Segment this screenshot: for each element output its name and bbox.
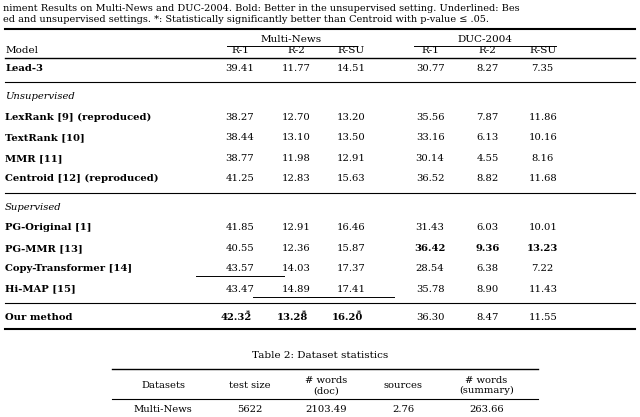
Text: (doc): (doc): [314, 386, 339, 395]
Text: 41.25: 41.25: [225, 174, 255, 183]
Text: 12.91: 12.91: [282, 224, 311, 232]
Text: 8.16: 8.16: [532, 154, 554, 163]
Text: 16.46: 16.46: [337, 224, 365, 232]
Text: 14.51: 14.51: [336, 64, 365, 73]
Text: 16.20: 16.20: [332, 314, 363, 322]
Text: 31.43: 31.43: [415, 224, 445, 232]
Text: 263.66: 263.66: [469, 405, 504, 414]
Text: test size: test size: [228, 381, 271, 390]
Text: TextRank [10]: TextRank [10]: [5, 133, 85, 142]
Text: 43.47: 43.47: [225, 285, 255, 294]
Text: 39.41: 39.41: [225, 64, 255, 73]
Text: 10.16: 10.16: [529, 133, 557, 142]
Text: Supervised: Supervised: [5, 203, 61, 212]
Text: R-1: R-1: [231, 45, 249, 55]
Text: 35.56: 35.56: [416, 113, 444, 122]
Text: Datasets: Datasets: [141, 381, 185, 390]
Text: *: *: [356, 309, 361, 317]
Text: 7.35: 7.35: [532, 64, 554, 73]
Text: niment Results on Multi-News and DUC-2004. Bold: Better in the unsupervised sett: niment Results on Multi-News and DUC-200…: [3, 4, 520, 13]
Text: 4.55: 4.55: [477, 154, 499, 163]
Text: 2103.49: 2103.49: [305, 405, 348, 414]
Text: Centroid [12] (reproduced): Centroid [12] (reproduced): [5, 174, 159, 183]
Text: 11.86: 11.86: [529, 113, 557, 122]
Text: 36.52: 36.52: [416, 174, 444, 183]
Text: 7.87: 7.87: [477, 113, 499, 122]
Text: 13.23: 13.23: [527, 244, 559, 253]
Text: Model: Model: [5, 45, 38, 55]
Text: 12.83: 12.83: [282, 174, 310, 183]
Text: 6.03: 6.03: [477, 224, 499, 232]
Text: 9.36: 9.36: [476, 244, 500, 253]
Text: PG-Original [1]: PG-Original [1]: [5, 224, 92, 232]
Text: 15.63: 15.63: [337, 174, 365, 183]
Text: 30.77: 30.77: [416, 64, 444, 73]
Text: 12.36: 12.36: [282, 244, 310, 253]
Text: 38.27: 38.27: [226, 113, 254, 122]
Text: 8.82: 8.82: [477, 174, 499, 183]
Text: 7.22: 7.22: [532, 264, 554, 273]
Text: 11.77: 11.77: [282, 64, 311, 73]
Text: 28.54: 28.54: [416, 264, 444, 273]
Text: 36.30: 36.30: [416, 314, 444, 322]
Text: 6.38: 6.38: [477, 264, 499, 273]
Text: 17.37: 17.37: [337, 264, 365, 273]
Text: 11.55: 11.55: [528, 314, 557, 322]
Text: 15.87: 15.87: [337, 244, 365, 253]
Text: R-SU: R-SU: [337, 45, 364, 55]
Text: 43.57: 43.57: [226, 264, 254, 273]
Text: Our method: Our method: [5, 314, 72, 322]
Text: R-2: R-2: [287, 45, 305, 55]
Text: *: *: [302, 309, 307, 317]
Text: LexRank [9] (reproduced): LexRank [9] (reproduced): [5, 113, 152, 122]
Text: # words: # words: [465, 376, 508, 385]
Text: 38.77: 38.77: [226, 154, 254, 163]
Text: Table 2: Dataset statistics: Table 2: Dataset statistics: [252, 351, 388, 360]
Text: 13.28: 13.28: [277, 314, 308, 322]
Text: *: *: [246, 309, 250, 317]
Text: DUC-2004: DUC-2004: [457, 35, 512, 44]
Text: R-2: R-2: [479, 45, 497, 55]
Text: 17.41: 17.41: [336, 285, 365, 294]
Text: 35.78: 35.78: [416, 285, 444, 294]
Text: 13.50: 13.50: [337, 133, 365, 142]
Text: 14.03: 14.03: [282, 264, 311, 273]
Text: 36.42: 36.42: [414, 244, 446, 253]
Text: 8.90: 8.90: [477, 285, 499, 294]
Text: sources: sources: [384, 381, 422, 390]
Text: 11.43: 11.43: [528, 285, 557, 294]
Text: 11.98: 11.98: [282, 154, 311, 163]
Text: 30.14: 30.14: [415, 154, 445, 163]
Text: # words: # words: [305, 376, 348, 385]
Text: 40.55: 40.55: [226, 244, 254, 253]
Text: 41.85: 41.85: [225, 224, 255, 232]
Text: ed and unsupervised settings. *: Statistically significantly better than Centroi: ed and unsupervised settings. *: Statist…: [3, 15, 489, 24]
Text: 6.13: 6.13: [477, 133, 499, 142]
Text: 38.44: 38.44: [225, 133, 255, 142]
Text: 13.10: 13.10: [282, 133, 311, 142]
Text: 10.01: 10.01: [528, 224, 557, 232]
Text: R-1: R-1: [421, 45, 439, 55]
Text: 12.70: 12.70: [282, 113, 310, 122]
Text: PG-MMR [13]: PG-MMR [13]: [5, 244, 83, 253]
Text: Unsupervised: Unsupervised: [5, 93, 75, 101]
Text: 14.89: 14.89: [282, 285, 311, 294]
Text: 13.20: 13.20: [337, 113, 365, 122]
Text: MMR [11]: MMR [11]: [5, 154, 63, 163]
Text: Hi-MAP [15]: Hi-MAP [15]: [5, 285, 76, 294]
Text: 42.32: 42.32: [221, 314, 252, 322]
Text: 11.68: 11.68: [529, 174, 557, 183]
Text: 8.47: 8.47: [477, 314, 499, 322]
Text: 12.91: 12.91: [336, 154, 365, 163]
Text: Lead-3: Lead-3: [5, 64, 43, 73]
Text: 8.27: 8.27: [477, 64, 499, 73]
Text: 5622: 5622: [237, 405, 262, 414]
Text: R-SU: R-SU: [529, 45, 556, 55]
Text: Multi-News: Multi-News: [260, 35, 322, 44]
Text: (summary): (summary): [459, 386, 514, 395]
Text: 2.76: 2.76: [392, 405, 414, 414]
Text: Copy-Transformer [14]: Copy-Transformer [14]: [5, 264, 132, 273]
Text: Multi-News: Multi-News: [134, 405, 193, 414]
Text: 33.16: 33.16: [416, 133, 444, 142]
